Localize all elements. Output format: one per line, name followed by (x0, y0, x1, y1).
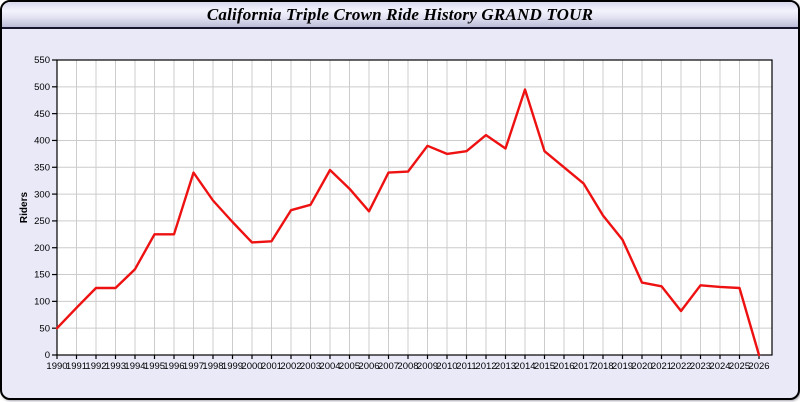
x-tick-label: 2011 (456, 361, 476, 372)
x-tick-label: 2017 (573, 361, 594, 372)
x-tick-label: 2009 (417, 361, 438, 372)
y-tick-label: 150 (34, 270, 50, 281)
y-axis-title: Riders (19, 192, 30, 224)
x-tick-label: 1999 (222, 361, 243, 372)
x-tick-label: 1992 (85, 361, 106, 372)
y-tick-label: 200 (34, 243, 50, 254)
riders-series-line (55, 88, 761, 357)
x-tick-label: 1990 (46, 361, 67, 372)
y-tick-label: 500 (34, 82, 50, 93)
x-tick-label: 2025 (729, 361, 750, 372)
x-tick-label: 2013 (495, 361, 516, 372)
page-title: California Triple Crown Ride History GRA… (206, 4, 594, 24)
x-tick-label: 2003 (300, 361, 321, 372)
x-tick-label: 2012 (475, 361, 496, 372)
y-tick-label: 450 (34, 109, 50, 120)
x-tick-label: 2008 (397, 361, 418, 372)
y-tick-label: 100 (34, 297, 50, 308)
x-tick-label: 2022 (670, 361, 691, 372)
x-tick-label: 2021 (651, 361, 672, 372)
x-tick-label: 2005 (339, 361, 360, 372)
x-tick-label: 2000 (241, 361, 262, 372)
x-tick-label: 1991 (66, 361, 87, 372)
plot-frame (56, 59, 773, 356)
x-tick-label: 2024 (709, 361, 730, 372)
x-tick-label: 2015 (534, 361, 555, 372)
y-tick-label: 400 (34, 136, 50, 147)
x-tick-label: 2007 (378, 361, 399, 372)
x-tick-label: 2020 (631, 361, 652, 372)
x-tick-label: 2004 (319, 361, 340, 372)
x-tick-label: 1994 (124, 361, 145, 372)
x-tick-label: 2002 (280, 361, 301, 372)
plot-area (57, 60, 772, 355)
y-tick-label: 0 (45, 350, 50, 361)
x-tick-label: 2026 (748, 361, 769, 372)
y-tick-label: 50 (39, 323, 50, 334)
x-tick-label: 2010 (436, 361, 457, 372)
x-tick-label: 1996 (163, 361, 184, 372)
y-tick-label: 250 (34, 216, 50, 227)
y-tick-label: 300 (34, 189, 50, 200)
y-tick-label: 350 (34, 162, 50, 173)
x-tick-label: 2019 (612, 361, 633, 372)
x-tick-label: 1993 (105, 361, 126, 372)
title-bar: California Triple Crown Ride History GRA… (2, 2, 798, 29)
y-tick-label: 550 (34, 55, 50, 66)
x-tick-label: 2016 (553, 361, 574, 372)
x-tick-label: 2014 (514, 361, 535, 372)
x-tick-label: 1995 (144, 361, 165, 372)
x-tick-label: 2023 (690, 361, 711, 372)
x-tick-label: 2001 (261, 361, 282, 372)
x-tick-label: 2018 (592, 361, 613, 372)
x-tick-label: 1997 (183, 361, 204, 372)
x-tick-label: 2006 (358, 361, 379, 372)
x-tick-label: 1998 (202, 361, 223, 372)
